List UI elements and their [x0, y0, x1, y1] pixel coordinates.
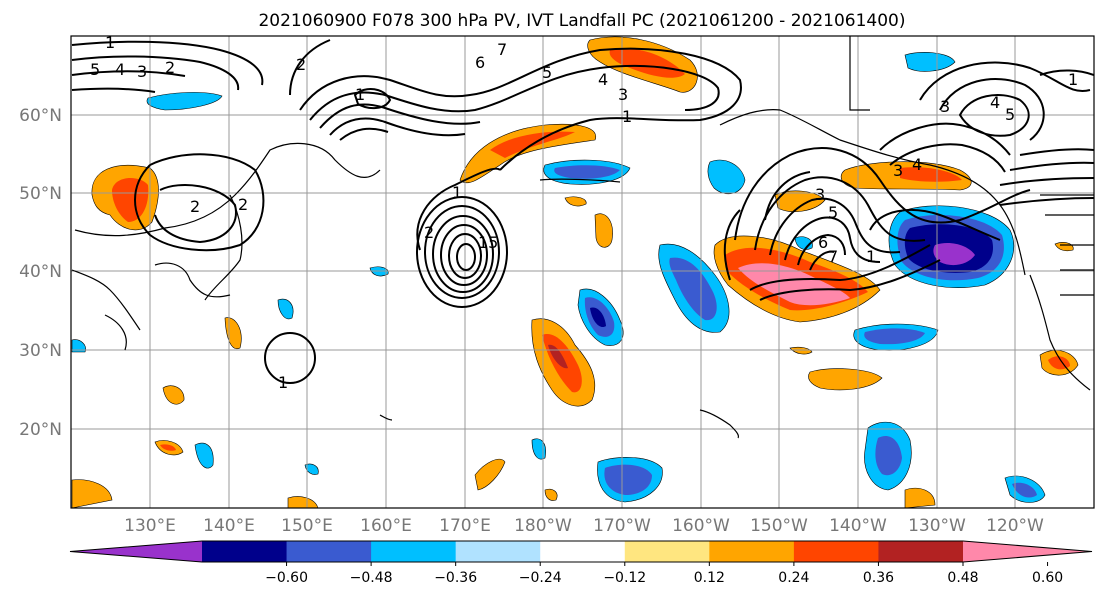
- contour-label: 1: [355, 85, 365, 104]
- colorbar-segment: [202, 541, 288, 562]
- lon-label: 150°W: [750, 516, 808, 536]
- lon-label: 130°W: [908, 516, 966, 536]
- lat-label: 40°N: [19, 262, 62, 282]
- contour-label: 3: [940, 97, 950, 116]
- lon-label: 140°W: [829, 516, 887, 536]
- colorbar-segment: [878, 541, 964, 562]
- contour-label: 1: [452, 183, 462, 202]
- contour-label: 3: [893, 161, 903, 180]
- lat-label: 60°N: [19, 106, 62, 126]
- colorbar-tick-label: 0.48: [947, 570, 978, 586]
- map-border: [70, 35, 1095, 509]
- colorbar-tick-label: −0.12: [603, 570, 646, 586]
- lat-label: 30°N: [19, 341, 62, 361]
- colorbar-tick-label: −0.24: [519, 570, 562, 586]
- lon-label: 170°W: [593, 516, 651, 536]
- contour-label: 5: [828, 203, 838, 222]
- colorbar-segment: [624, 541, 710, 562]
- lon-label: 160°E: [360, 516, 412, 536]
- latitude-labels: 60°N 50°N 40°N 30°N 20°N: [19, 106, 62, 440]
- contour-label: 2: [296, 55, 306, 74]
- colorbar-tick-label: 0.12: [694, 570, 725, 586]
- contour-label: 5: [542, 63, 552, 82]
- colorbar-tick-label: 0.36: [863, 570, 894, 586]
- colorbar-extend-low: [70, 541, 202, 562]
- contour-label: 2: [238, 195, 248, 214]
- contour-labels: 1 5 4 3 2 7 6 5 4 3 1 2 1 2 1 2 15 1 3 4…: [90, 33, 1078, 392]
- colorbar-tick-label: 0.24: [778, 570, 809, 586]
- contour-label: 3: [815, 185, 825, 204]
- lon-label: 130°E: [124, 516, 176, 536]
- lon-label: 180°W: [514, 516, 572, 536]
- colorbar-segment: [709, 541, 795, 562]
- lat-label: 50°N: [19, 184, 62, 204]
- contour-label: 4: [990, 93, 1000, 112]
- contour-label: 1: [278, 373, 288, 392]
- lat-label: 20°N: [19, 420, 62, 440]
- contour-label: 1: [866, 247, 876, 266]
- contour-label: 1: [105, 33, 115, 52]
- contour-label: 6: [818, 233, 828, 252]
- contour-label: 3: [618, 85, 628, 104]
- contour-label: 4: [598, 70, 608, 89]
- lon-label: 140°E: [203, 516, 255, 536]
- colorbar-segment: [455, 541, 541, 562]
- colorbar-segment: [286, 541, 372, 562]
- colorbar-tick-label: −0.36: [434, 570, 477, 586]
- gridlines: [71, 36, 1094, 508]
- contour-label: 4: [115, 60, 125, 79]
- contour-label: 1: [622, 107, 632, 126]
- figure-title: 2021060900 F078 300 hPa PV, IVT Landfall…: [258, 11, 905, 31]
- contour-label: 5: [90, 60, 100, 79]
- colorbar-segment: [793, 541, 879, 562]
- lon-label: 160°W: [672, 516, 730, 536]
- lon-label: 170°E: [439, 516, 491, 536]
- colorbar-segment: [540, 541, 626, 562]
- contour-label: 1: [1068, 70, 1078, 89]
- colorbar-tick-label: −0.48: [350, 570, 393, 586]
- contour-label: 5: [1005, 105, 1015, 124]
- colorbar: −0.60 −0.48 −0.36 −0.24 −0.12 0.12 0.24 0.36 0.4…: [69, 540, 1093, 586]
- contour-label: 6: [475, 53, 485, 72]
- contour-label: 15: [478, 233, 498, 252]
- colorbar-outline: [69, 540, 1093, 563]
- colorbar-segment: [371, 541, 457, 562]
- pv-contours: [71, 39, 1094, 384]
- contour-label: 3: [137, 62, 147, 81]
- colorbar-extend-high: [963, 541, 1092, 562]
- map-content: 1 5 4 3 2 7 6 5 4 3 1 2 1 2 1 2 15 1 3 4…: [71, 33, 1094, 508]
- contour-label: 7: [828, 247, 838, 266]
- contour-label: 2: [424, 223, 434, 242]
- colorbar-tick-label: 0.60: [1032, 570, 1063, 586]
- longitude-labels: 130°E 140°E 150°E 160°E 170°E 180°W 170°…: [124, 516, 1044, 536]
- contour-label: 2: [190, 197, 200, 216]
- lon-label: 120°W: [986, 516, 1044, 536]
- colorbar-tick-label: −0.60: [265, 570, 308, 586]
- contour-label: 2: [165, 58, 175, 77]
- lon-label: 150°E: [281, 516, 333, 536]
- contour-label: 7: [497, 40, 507, 59]
- contour-label: 4: [912, 155, 922, 174]
